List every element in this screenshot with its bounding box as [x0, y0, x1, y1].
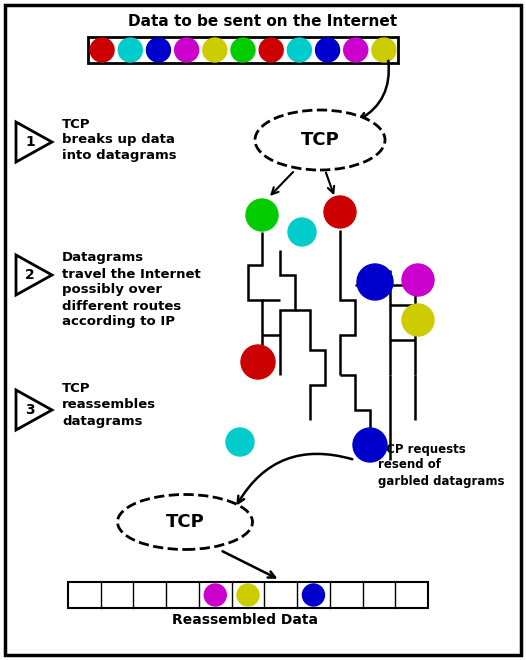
Circle shape [287, 38, 311, 62]
Circle shape [353, 428, 387, 462]
Text: 2: 2 [25, 268, 35, 282]
Circle shape [226, 428, 254, 456]
Text: TCP: TCP [166, 513, 205, 531]
Bar [68, 582, 428, 608]
Bar [88, 37, 398, 63]
Text: 1: 1 [25, 135, 35, 149]
Circle shape [146, 38, 170, 62]
Text: 3: 3 [25, 403, 35, 417]
Text: TCP
breaks up data
into datagrams: TCP breaks up data into datagrams [62, 117, 177, 162]
Circle shape [372, 38, 396, 62]
Text: Datagrams
travel the Internet
possibly over
different routes
according to IP: Datagrams travel the Internet possibly o… [62, 251, 201, 329]
Circle shape [343, 38, 368, 62]
Circle shape [118, 38, 142, 62]
Polygon shape [16, 255, 52, 295]
Circle shape [246, 199, 278, 231]
Circle shape [302, 584, 325, 606]
Circle shape [203, 38, 227, 62]
Text: TCP: TCP [301, 131, 339, 149]
Circle shape [175, 38, 199, 62]
Text: TCP requests
resend of
garbled datagrams: TCP requests resend of garbled datagrams [378, 442, 504, 488]
Text: Data to be sent on the Internet: Data to be sent on the Internet [128, 15, 398, 30]
Circle shape [204, 584, 226, 606]
Circle shape [402, 304, 434, 336]
Circle shape [288, 218, 316, 246]
Circle shape [357, 264, 393, 300]
Circle shape [259, 38, 283, 62]
Ellipse shape [117, 494, 252, 550]
Text: Reassembled Data: Reassembled Data [172, 613, 318, 627]
Circle shape [324, 196, 356, 228]
Circle shape [237, 584, 259, 606]
Circle shape [316, 38, 340, 62]
Circle shape [241, 345, 275, 379]
Polygon shape [16, 122, 52, 162]
Circle shape [231, 38, 255, 62]
Circle shape [402, 264, 434, 296]
Circle shape [90, 38, 114, 62]
Text: TCP
reassembles
datagrams: TCP reassembles datagrams [62, 383, 156, 428]
Polygon shape [16, 390, 52, 430]
Ellipse shape [255, 110, 385, 170]
